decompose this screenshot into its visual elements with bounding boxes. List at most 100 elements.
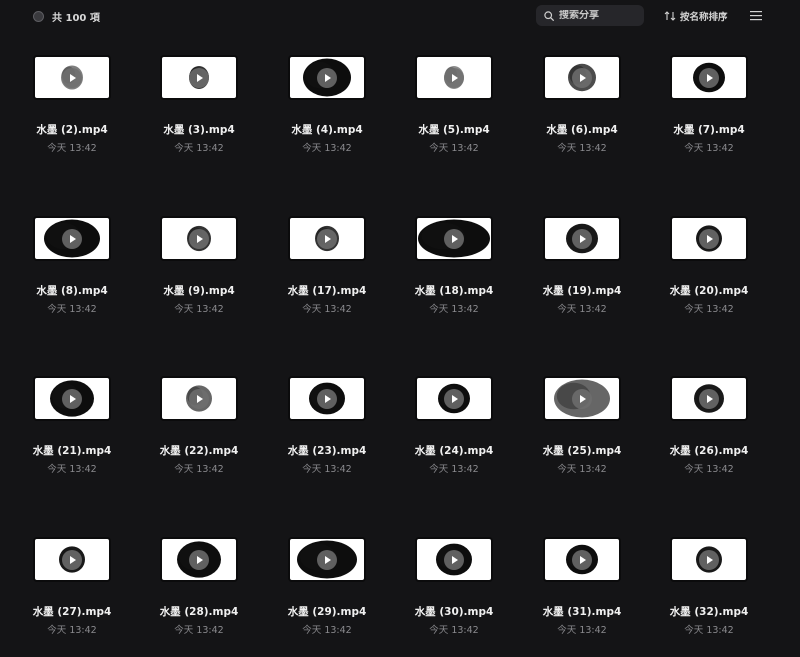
video-thumbnail[interactable] (160, 376, 238, 421)
file-modified-time: 今天 13:42 (302, 143, 352, 154)
video-thumbnail[interactable] (160, 537, 238, 582)
file-card[interactable]: 水墨 (20).mp4 今天 13:42 (654, 216, 764, 336)
search-input[interactable] (559, 10, 639, 21)
select-all-control[interactable]: 共 100 項 (33, 9, 100, 24)
play-icon[interactable] (189, 389, 209, 409)
play-icon[interactable] (572, 229, 592, 249)
file-card[interactable]: 水墨 (29).mp4 今天 13:42 (272, 537, 382, 657)
file-card[interactable]: 水墨 (19).mp4 今天 13:42 (527, 216, 637, 336)
file-card[interactable]: 水墨 (23).mp4 今天 13:42 (272, 376, 382, 496)
file-name: 水墨 (3).mp4 (163, 124, 235, 136)
file-modified-time: 今天 13:42 (684, 625, 734, 636)
file-card[interactable]: 水墨 (21).mp4 今天 13:42 (17, 376, 127, 496)
video-thumbnail[interactable] (670, 216, 748, 261)
video-thumbnail[interactable] (543, 537, 621, 582)
video-thumbnail[interactable] (543, 216, 621, 261)
sort-button[interactable]: 按名称排序 (664, 9, 728, 23)
sort-arrows-icon (664, 11, 676, 21)
play-icon[interactable] (572, 68, 592, 88)
file-name: 水墨 (8).mp4 (36, 285, 108, 297)
video-thumbnail[interactable] (33, 376, 111, 421)
file-name: 水墨 (4).mp4 (291, 124, 363, 136)
video-thumbnail[interactable] (33, 55, 111, 100)
file-name: 水墨 (23).mp4 (287, 445, 367, 457)
file-card[interactable]: 水墨 (5).mp4 今天 13:42 (399, 55, 509, 175)
play-icon[interactable] (189, 68, 209, 88)
video-thumbnail[interactable] (288, 55, 366, 100)
play-icon[interactable] (699, 68, 719, 88)
play-icon[interactable] (189, 229, 209, 249)
file-name: 水墨 (5).mp4 (418, 124, 490, 136)
file-card[interactable]: 水墨 (25).mp4 今天 13:42 (527, 376, 637, 496)
video-thumbnail[interactable] (670, 537, 748, 582)
file-card[interactable]: 水墨 (22).mp4 今天 13:42 (144, 376, 254, 496)
play-icon[interactable] (699, 550, 719, 570)
video-thumbnail[interactable] (543, 55, 621, 100)
file-card[interactable]: 水墨 (26).mp4 今天 13:42 (654, 376, 764, 496)
sort-label: 按名称排序 (680, 12, 728, 23)
video-thumbnail[interactable] (160, 55, 238, 100)
file-card[interactable]: 水墨 (30).mp4 今天 13:42 (399, 537, 509, 657)
search-box[interactable] (536, 5, 644, 26)
play-icon[interactable] (317, 389, 337, 409)
video-thumbnail[interactable] (415, 55, 493, 100)
video-thumbnail[interactable] (160, 216, 238, 261)
file-card[interactable]: 水墨 (17).mp4 今天 13:42 (272, 216, 382, 336)
file-modified-time: 今天 13:42 (684, 464, 734, 475)
file-card[interactable]: 水墨 (31).mp4 今天 13:42 (527, 537, 637, 657)
file-name: 水墨 (29).mp4 (287, 606, 367, 618)
file-name: 水墨 (18).mp4 (414, 285, 494, 297)
file-name: 水墨 (31).mp4 (542, 606, 622, 618)
play-icon[interactable] (189, 550, 209, 570)
file-modified-time: 今天 13:42 (302, 304, 352, 315)
file-name: 水墨 (7).mp4 (673, 124, 745, 136)
file-card[interactable]: 水墨 (18).mp4 今天 13:42 (399, 216, 509, 336)
file-card[interactable]: 水墨 (7).mp4 今天 13:42 (654, 55, 764, 175)
file-card[interactable]: 水墨 (4).mp4 今天 13:42 (272, 55, 382, 175)
play-icon[interactable] (62, 229, 82, 249)
file-modified-time: 今天 13:42 (174, 304, 224, 315)
search-icon (544, 10, 554, 21)
video-thumbnail[interactable] (670, 55, 748, 100)
video-thumbnail[interactable] (670, 376, 748, 421)
play-icon[interactable] (444, 68, 464, 88)
file-card[interactable]: 水墨 (6).mp4 今天 13:42 (527, 55, 637, 175)
video-thumbnail[interactable] (33, 216, 111, 261)
video-thumbnail[interactable] (33, 537, 111, 582)
video-thumbnail[interactable] (543, 376, 621, 421)
play-icon[interactable] (62, 389, 82, 409)
play-icon[interactable] (444, 550, 464, 570)
play-icon[interactable] (572, 389, 592, 409)
play-icon[interactable] (699, 389, 719, 409)
file-card[interactable]: 水墨 (27).mp4 今天 13:42 (17, 537, 127, 657)
play-icon[interactable] (572, 550, 592, 570)
play-icon[interactable] (444, 229, 464, 249)
file-name: 水墨 (21).mp4 (32, 445, 112, 457)
file-name: 水墨 (20).mp4 (669, 285, 749, 297)
play-icon[interactable] (317, 229, 337, 249)
video-thumbnail[interactable] (415, 216, 493, 261)
hamburger-menu-icon[interactable] (750, 10, 762, 21)
file-card[interactable]: 水墨 (28).mp4 今天 13:42 (144, 537, 254, 657)
play-icon[interactable] (444, 389, 464, 409)
play-icon[interactable] (317, 550, 337, 570)
radio-circle-icon[interactable] (33, 11, 44, 22)
play-icon[interactable] (317, 68, 337, 88)
file-card[interactable]: 水墨 (8).mp4 今天 13:42 (17, 216, 127, 336)
video-thumbnail[interactable] (288, 537, 366, 582)
play-icon[interactable] (62, 550, 82, 570)
play-icon[interactable] (62, 68, 82, 88)
file-name: 水墨 (24).mp4 (414, 445, 494, 457)
file-card[interactable]: 水墨 (3).mp4 今天 13:42 (144, 55, 254, 175)
file-card[interactable]: 水墨 (32).mp4 今天 13:42 (654, 537, 764, 657)
video-thumbnail[interactable] (288, 376, 366, 421)
file-name: 水墨 (22).mp4 (159, 445, 239, 457)
file-card[interactable]: 水墨 (9).mp4 今天 13:42 (144, 216, 254, 336)
video-thumbnail[interactable] (415, 376, 493, 421)
file-card[interactable]: 水墨 (24).mp4 今天 13:42 (399, 376, 509, 496)
video-thumbnail[interactable] (415, 537, 493, 582)
play-icon[interactable] (699, 229, 719, 249)
file-card[interactable]: 水墨 (2).mp4 今天 13:42 (17, 55, 127, 175)
video-thumbnail[interactable] (288, 216, 366, 261)
